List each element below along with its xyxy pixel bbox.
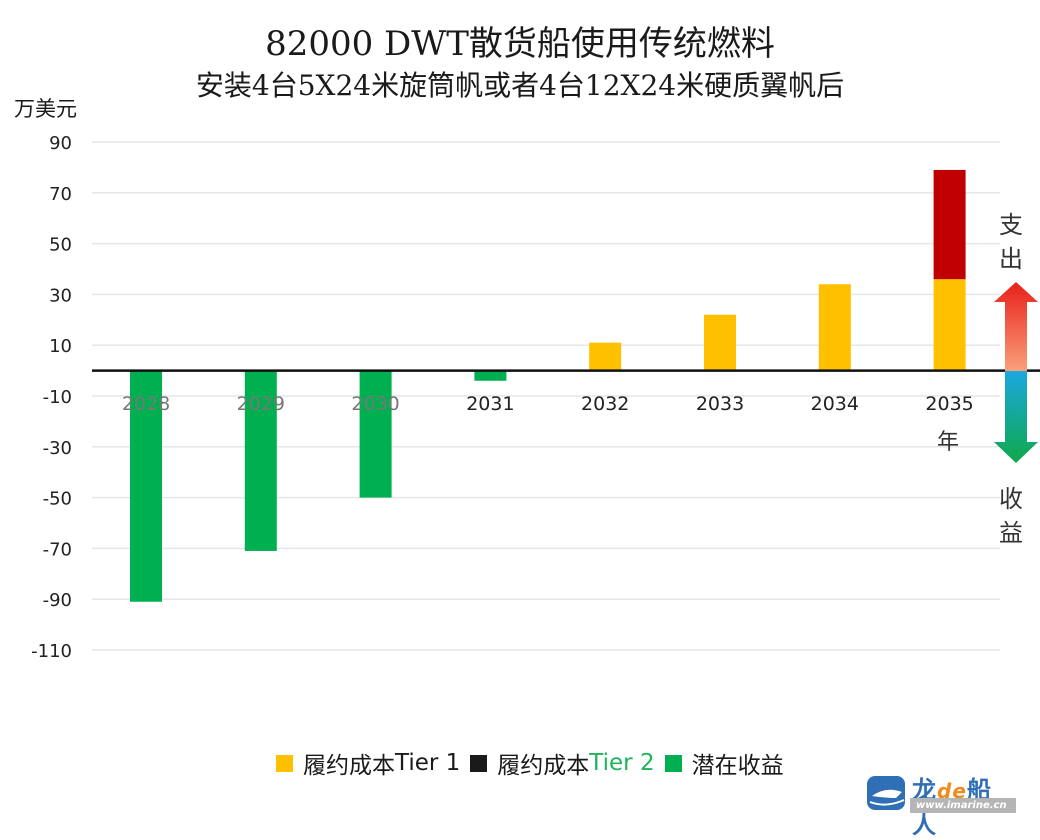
y-tick-label: 90 bbox=[49, 133, 72, 154]
expense-label: 支 出 bbox=[996, 208, 1026, 276]
y-tick-label: -90 bbox=[43, 590, 72, 611]
logo-url: www.imarine.cn bbox=[910, 798, 1016, 813]
y-tick-label: 10 bbox=[49, 336, 72, 357]
legend-item-tier1: 履约成本 Tier 1 bbox=[276, 746, 460, 780]
revenue-label: 收 益 bbox=[996, 482, 1026, 550]
y-tick-label: 30 bbox=[49, 285, 72, 306]
x-axis-ticks: 2028 2029 2030 2031 2032 2033 2034 2035 bbox=[122, 393, 974, 415]
expense-arrow-icon bbox=[994, 282, 1038, 371]
revenue-label-char: 益 bbox=[999, 519, 1023, 547]
legend-label: 履约成本 bbox=[303, 753, 395, 779]
legend-item-tier2: 履约成本 Tier 2 bbox=[470, 746, 655, 780]
ship-logo-icon bbox=[867, 776, 905, 810]
legend-swatch-tier1 bbox=[276, 754, 293, 772]
expense-label-char: 出 bbox=[999, 245, 1023, 273]
x-tick-label: 2029 bbox=[237, 393, 285, 415]
bar-revenue bbox=[359, 370, 392, 498]
expense-label-char: 支 bbox=[999, 211, 1023, 239]
bars bbox=[130, 169, 966, 602]
bar-tier1 bbox=[589, 342, 622, 371]
bar-revenue bbox=[130, 370, 162, 602]
y-tick-label: -110 bbox=[31, 641, 72, 662]
y-axis-label: 万美元 bbox=[14, 97, 77, 121]
legend: 履约成本 Tier 1 履约成本 Tier 2 潜在收益 bbox=[276, 746, 794, 780]
y-tick-label: -10 bbox=[43, 387, 72, 408]
y-tick-label: 50 bbox=[49, 235, 72, 256]
legend-item-revenue: 潜在收益 bbox=[664, 746, 784, 780]
gridlines bbox=[92, 141, 1000, 651]
x-tick-label: 2032 bbox=[581, 393, 629, 415]
x-tick-label: 2033 bbox=[696, 393, 744, 415]
x-tick-label: 2030 bbox=[351, 393, 399, 415]
legend-swatch-tier2 bbox=[470, 754, 488, 772]
y-tick-label: -30 bbox=[43, 438, 72, 459]
chart-subtitle: 安装4台5X24米旋筒帆或者4台12X24米硬质翼帆后 bbox=[195, 69, 845, 102]
bar-revenue bbox=[244, 370, 277, 551]
bar-revenue bbox=[474, 370, 507, 381]
bar-tier1 bbox=[818, 284, 851, 371]
chart-title: 82000 DWT散货船使用传统燃料 bbox=[265, 24, 775, 64]
legend-label-suffix: Tier 2 bbox=[589, 750, 655, 776]
revenue-label-char: 收 bbox=[999, 485, 1023, 513]
legend-label-suffix: Tier 1 bbox=[395, 750, 461, 776]
bar-tier1 bbox=[704, 314, 736, 371]
x-tick-label: 2034 bbox=[811, 393, 859, 415]
legend-swatch-revenue bbox=[664, 754, 682, 772]
watermark-logo: 龙de船人 www.imarine.cn bbox=[866, 772, 1016, 839]
bar-tier1 bbox=[933, 279, 966, 371]
x-tick-label: 2028 bbox=[122, 393, 170, 415]
legend-label: 潜在收益 bbox=[691, 753, 784, 779]
bar-tier2 bbox=[933, 169, 966, 280]
y-axis-ticks: 90 70 50 30 10 -10 -30 -50 -70 -90 -110 bbox=[31, 133, 72, 662]
x-axis-label: 年 bbox=[937, 430, 960, 455]
x-tick-label: 2035 bbox=[925, 393, 973, 415]
legend-label: 履约成本 bbox=[497, 753, 590, 779]
revenue-arrow-icon bbox=[994, 371, 1038, 463]
y-tick-label: -70 bbox=[43, 539, 72, 560]
y-tick-label: 70 bbox=[49, 184, 72, 205]
x-tick-label: 2031 bbox=[466, 393, 514, 415]
y-tick-label: -50 bbox=[43, 489, 72, 510]
